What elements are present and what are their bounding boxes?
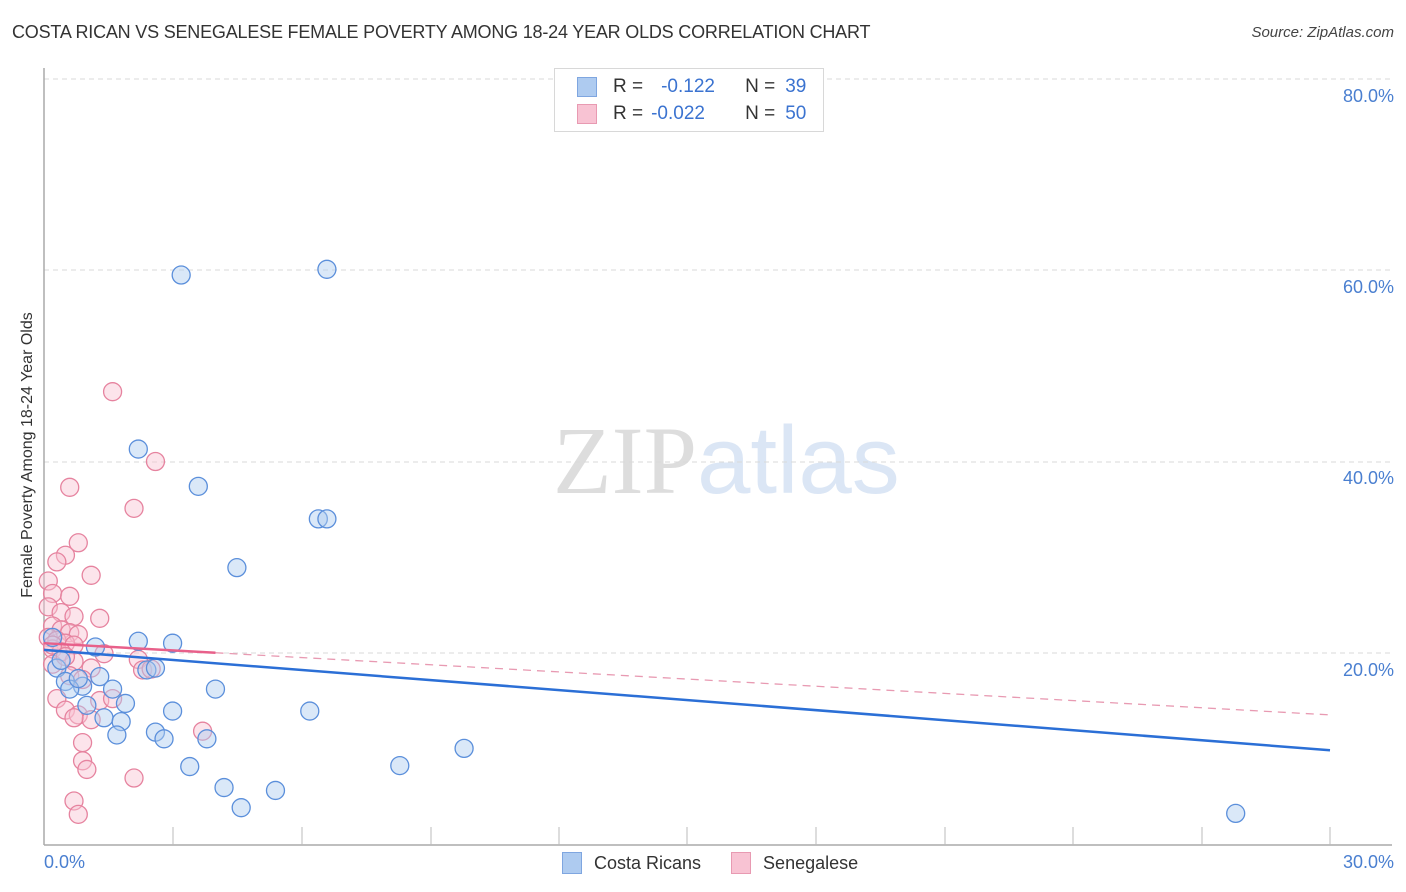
data-point	[188, 476, 208, 497]
data-point	[124, 498, 144, 519]
y-tick-80: 80.0%	[1342, 86, 1394, 106]
data-point	[47, 552, 67, 572]
legend-label: Senegalese	[763, 852, 859, 873]
data-point	[72, 732, 93, 753]
data-point	[90, 667, 110, 687]
data-point	[115, 693, 136, 714]
data-point	[231, 798, 251, 818]
legend-row-costa-ricans: R = -0.122 N = 39	[577, 75, 806, 99]
y-tick-60: 60.0%	[1342, 277, 1394, 297]
stats-legend: R = -0.122 N = 39 R = -0.022 N = 50	[554, 68, 824, 132]
data-point	[128, 631, 148, 651]
n-label: N =	[745, 103, 776, 124]
data-point	[77, 759, 97, 780]
data-point	[38, 571, 58, 591]
watermark: ZIPatlas	[553, 405, 900, 516]
data-point	[197, 729, 217, 749]
data-point	[300, 701, 320, 721]
data-point	[64, 606, 84, 627]
data-point	[90, 608, 110, 628]
data-point	[42, 627, 63, 648]
data-point	[128, 439, 148, 459]
data-point	[227, 557, 247, 578]
data-point	[317, 509, 337, 529]
x-tick-30: 30.0%	[1342, 852, 1394, 872]
data-point	[94, 708, 114, 728]
data-point	[60, 586, 80, 606]
data-point	[1226, 803, 1246, 824]
data-point	[317, 259, 337, 279]
data-point	[68, 804, 88, 825]
data-point	[154, 729, 174, 749]
data-point	[454, 738, 474, 759]
legend-item-senegalese[interactable]: Senegalese	[731, 852, 858, 874]
data-point	[64, 708, 84, 728]
data-point	[145, 451, 166, 472]
source-label: Source: ZipAtlas.com	[1251, 24, 1394, 41]
x-ticks	[172, 827, 1331, 845]
data-point	[77, 695, 97, 715]
costa-rican-points	[42, 259, 1246, 824]
legend-label: Costa Ricans	[594, 852, 702, 873]
data-point	[145, 658, 166, 678]
legend-item-costa-ricans[interactable]: Costa Ricans	[562, 852, 701, 874]
senegalese-swatch-icon	[577, 104, 597, 124]
data-point	[214, 777, 234, 798]
y-axis-label: Female Poverty Among 18-24 Year Olds	[19, 312, 36, 598]
senegalese-points	[38, 382, 213, 825]
senegalese-trend-solid	[43, 641, 216, 654]
data-point	[51, 650, 71, 671]
data-point	[107, 725, 127, 745]
watermark-atlas: atlas	[697, 407, 900, 514]
costa-rican-trend	[43, 648, 1331, 752]
y-tick-20: 20.0%	[1342, 660, 1394, 680]
data-point	[171, 265, 191, 285]
data-point	[162, 701, 183, 721]
r-value: -0.122	[661, 76, 715, 97]
data-point	[162, 633, 183, 653]
n-label: N =	[745, 76, 776, 97]
r-value: -0.022	[651, 103, 705, 124]
axes	[43, 68, 1392, 846]
n-value: 39	[785, 76, 807, 97]
data-point	[102, 382, 123, 402]
series-legend: Costa Ricans Senegalese	[562, 852, 888, 874]
costa-ricans-swatch-icon	[577, 77, 597, 97]
data-point	[265, 780, 286, 801]
data-point	[124, 768, 144, 788]
senegalese-trend-dashed	[215, 652, 1331, 716]
y-tick-40: 40.0%	[1342, 468, 1394, 488]
r-label: R =	[613, 76, 644, 97]
data-point	[81, 565, 101, 585]
n-value: 50	[785, 103, 807, 124]
legend-row-senegalese: R = -0.022 N = 50	[577, 102, 806, 126]
data-point	[68, 668, 88, 689]
data-point	[390, 755, 410, 776]
trend-lines	[43, 641, 1331, 752]
data-point	[68, 533, 88, 553]
r-label: R =	[613, 103, 644, 124]
chart-title: COSTA RICAN VS SENEGALESE FEMALE POVERTY…	[12, 22, 871, 42]
data-point	[60, 477, 80, 497]
data-point	[180, 756, 200, 777]
watermark-zip: ZIP	[553, 407, 697, 514]
data-point	[205, 679, 226, 699]
senegalese-swatch-icon	[731, 852, 752, 874]
x-tick-0: 0.0%	[44, 852, 86, 872]
costa-ricans-swatch-icon	[562, 852, 582, 874]
data-point	[102, 679, 123, 699]
